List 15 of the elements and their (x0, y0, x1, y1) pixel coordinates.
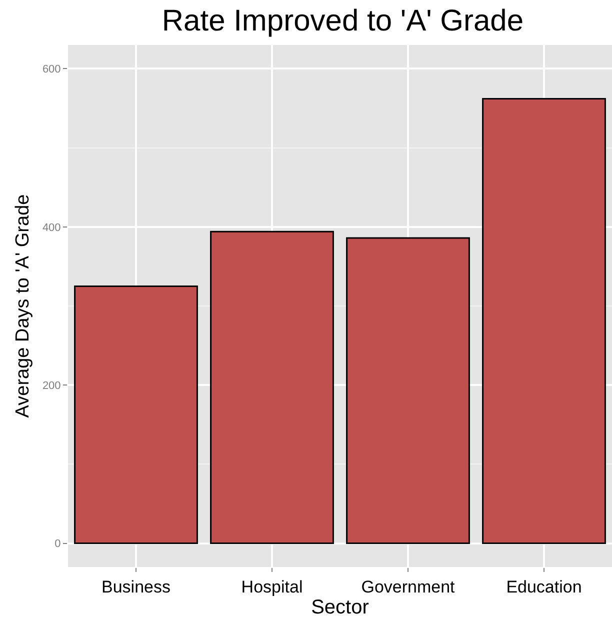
chart-title: Rate Improved to 'A' Grade (162, 4, 524, 38)
y-tick-label: 200 (42, 380, 61, 392)
y-tick-label: 600 (42, 64, 61, 76)
x-axis-title: Sector (311, 596, 370, 618)
x-tick-label: Education (506, 577, 582, 596)
y-tick-label: 400 (42, 222, 61, 234)
bar (482, 98, 606, 544)
x-tick-label: Business (102, 577, 170, 596)
y-axis-title: Average Days to 'A' Grade (12, 194, 34, 418)
x-tick-label: Hospital (241, 577, 303, 596)
bar (346, 237, 470, 544)
bar (210, 230, 334, 544)
x-tick-label: Government (361, 577, 456, 596)
y-tick-label: 0 (54, 538, 61, 550)
bar (74, 285, 198, 544)
